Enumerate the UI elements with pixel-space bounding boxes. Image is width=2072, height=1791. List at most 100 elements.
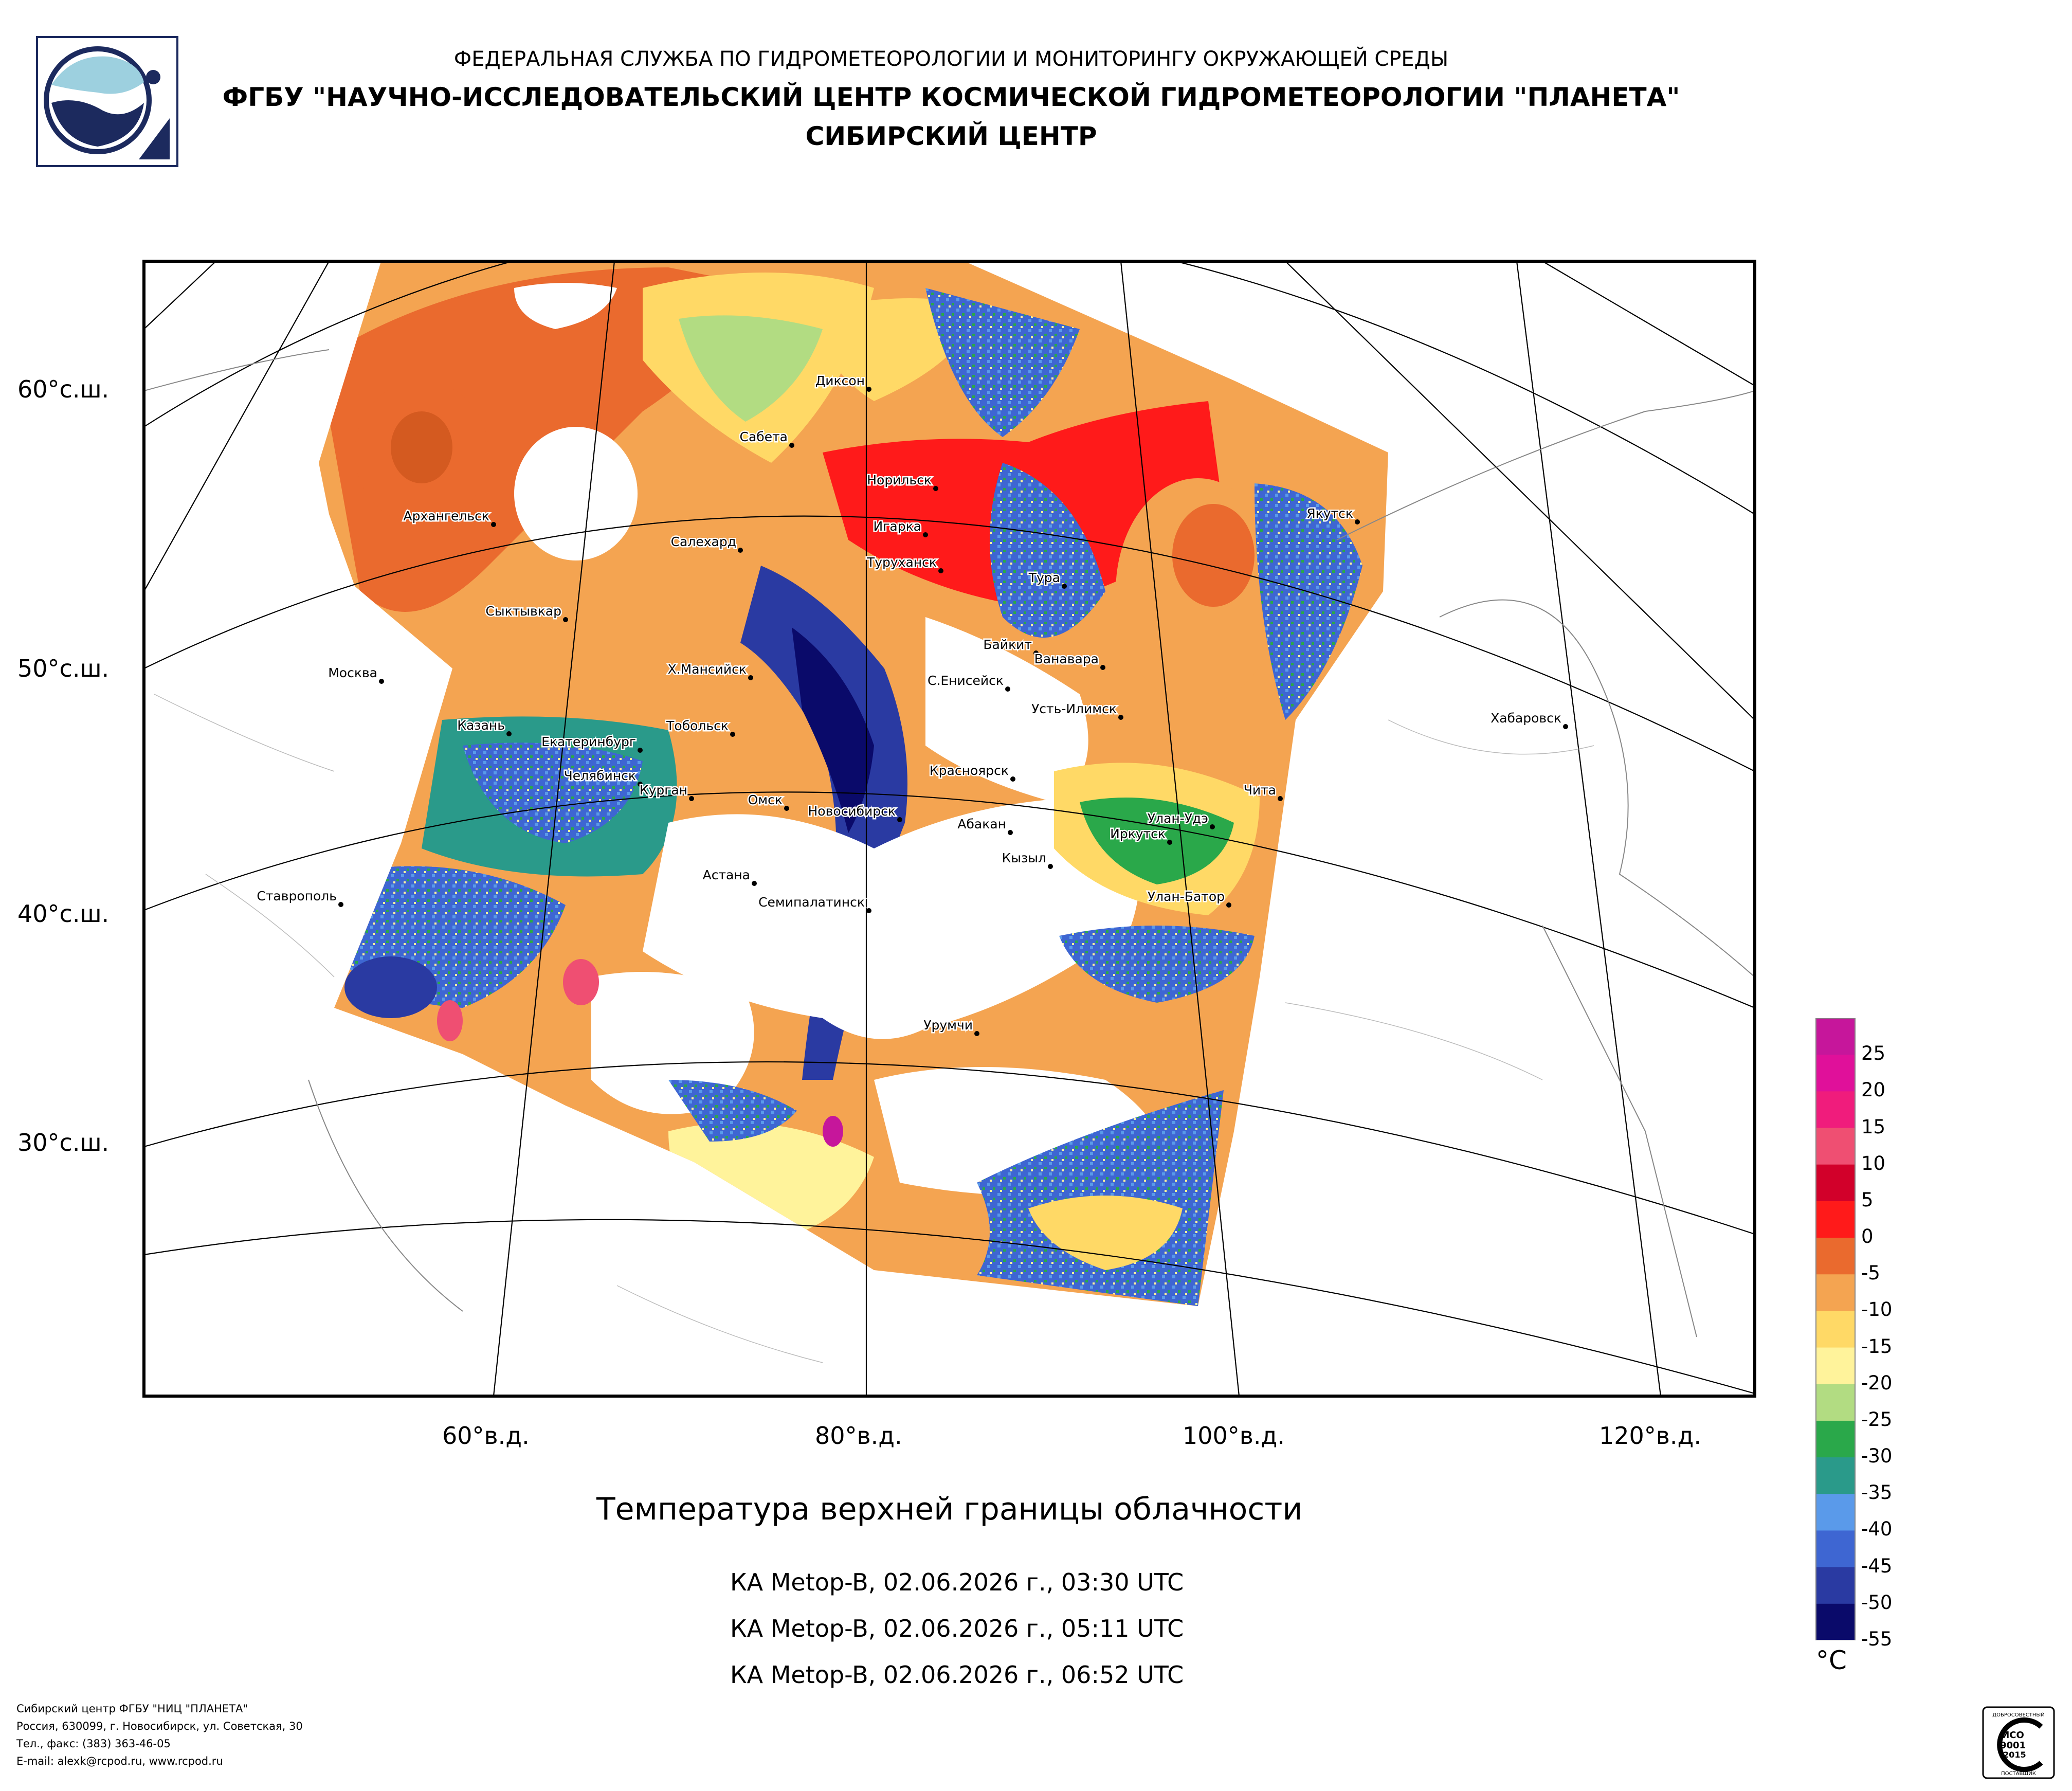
footer-line: Тел., факс: (383) 363-46-05 (16, 1738, 171, 1750)
city-label: Москва (328, 665, 377, 680)
city-label: Кызыл (1002, 851, 1047, 865)
colorbar-swatch (1816, 1603, 1855, 1640)
city-label: Архангельск (403, 509, 489, 523)
colorbar-tick-label: 25 (1861, 1042, 1886, 1065)
city-marker (689, 796, 694, 801)
lat-label-40: 40°с.ш. (17, 900, 110, 928)
lat-label-30: 30°с.ш. (17, 1129, 110, 1156)
city-marker (1100, 665, 1105, 670)
pass-line: КА Metop-B, 02.06.2026 г., 03:30 UTC (730, 1568, 1184, 1596)
colorbar-tick-label: 20 (1861, 1079, 1886, 1101)
city-marker (1118, 715, 1123, 720)
city-marker (938, 568, 943, 573)
city-marker (752, 881, 757, 886)
colorbar-tick-label: -20 (1861, 1371, 1893, 1394)
city-label: Улан-Батор (1148, 889, 1225, 904)
city-marker (1226, 902, 1231, 908)
footer-line: E-mail: alexk@rcpod.ru, www.rcpod.ru (16, 1755, 223, 1767)
city-marker (1033, 650, 1039, 656)
city-marker (738, 548, 743, 553)
city-marker (1278, 796, 1283, 801)
city-marker (866, 908, 871, 913)
colorbar-tick-label: -45 (1861, 1554, 1893, 1577)
footer-line: Россия, 630099, г. Новосибирск, ул. Сове… (16, 1720, 303, 1732)
city-marker (563, 617, 568, 622)
city-label: Диксон (815, 373, 865, 388)
city-label: Ванавара (1034, 652, 1099, 666)
cert-bottom-text: ПОСТАВЩИК (2001, 1771, 2036, 1777)
city-label: Красноярск (930, 763, 1009, 778)
lon-label-80: 80°в.д. (815, 1422, 902, 1450)
city-label: Байкит (983, 637, 1032, 652)
city-label: Семипалатинск (758, 895, 865, 910)
lat-label-60: 60°с.ш. (17, 375, 110, 403)
city-marker (897, 817, 902, 822)
city-marker (1048, 864, 1053, 869)
product-title: Температура верхней границы облачности (596, 1491, 1303, 1527)
city-label: Тура (1028, 570, 1060, 585)
city-label: Чита (1244, 783, 1276, 798)
colorbar-tick-label: -5 (1861, 1262, 1880, 1285)
institute-title: ФГБУ "НАУЧНО-ИССЛЕДОВАТЕЛЬСКИЙ ЦЕНТР КОС… (222, 82, 1680, 112)
colorbar-tick-label: 10 (1861, 1152, 1886, 1174)
city-label: Сыктывкар (485, 604, 561, 619)
colorbar-tick-label: -25 (1861, 1408, 1893, 1431)
city-label: Ставрополь (257, 889, 337, 903)
city-marker (933, 486, 938, 491)
colorbar-swatch (1816, 1530, 1855, 1568)
city-label: Туруханск (866, 555, 937, 570)
lon-label-100: 100°в.д. (1183, 1422, 1285, 1450)
city-label: Омск (748, 792, 783, 807)
colorbar-tick-label: -40 (1861, 1518, 1893, 1541)
colorbar-tick-label: -15 (1861, 1335, 1893, 1358)
city-marker (1167, 840, 1172, 845)
city-label: Якутск (1306, 506, 1353, 521)
city-label: Челябинск (564, 768, 636, 783)
city-marker (789, 443, 794, 448)
colorbar-tick-label: -55 (1861, 1628, 1893, 1650)
city-marker (1563, 724, 1568, 729)
colorbar-swatch (1816, 1384, 1855, 1421)
city-label: Усть-Илимск (1031, 701, 1117, 716)
city-label: Игарка (874, 519, 921, 534)
city-label: Абакан (957, 817, 1006, 831)
city-marker (866, 387, 871, 392)
city-marker (974, 1031, 979, 1036)
city-marker (730, 732, 735, 737)
colorbar-tick-label: -35 (1861, 1481, 1893, 1504)
colorbar-swatch (1816, 1091, 1855, 1129)
city-label: Норильск (867, 473, 932, 487)
city-marker (491, 522, 496, 527)
city-label: Иркутск (1110, 826, 1166, 841)
center-title: СИБИРСКИЙ ЦЕНТР (805, 121, 1097, 151)
city-marker (1005, 686, 1010, 692)
city-label: Сабета (740, 429, 788, 444)
city-marker (923, 532, 928, 537)
pass-line: КА Metop-B, 02.06.2026 г., 05:11 UTC (730, 1615, 1184, 1642)
city-marker (379, 679, 384, 684)
colorbar-swatch (1816, 1201, 1855, 1238)
city-label: Курган (640, 783, 687, 798)
colorbar-swatch (1816, 1164, 1855, 1202)
city-label: Тобольск (666, 718, 729, 733)
city-marker (784, 806, 789, 811)
city-label: Новосибирск (808, 804, 896, 819)
planeta-logo (36, 36, 178, 167)
colorbar-tick-label: -50 (1861, 1591, 1893, 1614)
lon-label-60: 60°в.д. (442, 1422, 530, 1450)
agency-title: ФЕДЕРАЛЬНАЯ СЛУЖБА ПО ГИДРОМЕТЕОРОЛОГИИ … (453, 47, 1449, 71)
colorbar-tick-label: 0 (1861, 1225, 1874, 1248)
city-marker (1210, 824, 1215, 829)
colorbar-swatch (1816, 1494, 1855, 1531)
temperature-colorbar (1815, 1018, 1856, 1640)
colorbar-swatch (1816, 1055, 1855, 1092)
footer-line: Сибирский центр ФГБУ "НИЦ "ПЛАНЕТА" (16, 1703, 248, 1715)
city-marker (338, 902, 343, 907)
city-label: Хабаровск (1491, 711, 1561, 726)
colorbar-tick-label: 15 (1861, 1115, 1886, 1138)
city-marker (748, 675, 753, 680)
city-marker (1008, 830, 1013, 835)
cert-num-text: 9001 (2000, 1740, 2026, 1751)
colorbar-tick-label: -30 (1861, 1445, 1893, 1468)
